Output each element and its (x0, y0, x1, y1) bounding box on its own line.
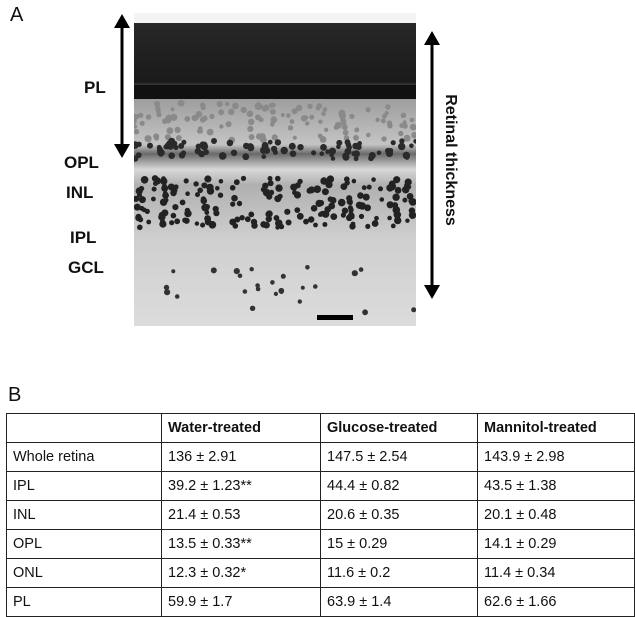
table-row: Whole retina 136 ± 2.91 147.5 ± 2.54 143… (6, 442, 635, 472)
table-cell: 63.9 ± 1.4 (320, 587, 478, 617)
table-header-cell: Mannitol-treated (477, 413, 635, 443)
table-cell: 143.9 ± 2.98 (477, 442, 635, 472)
table-cell: 62.6 ± 1.66 (477, 587, 635, 617)
table-cell: OPL (6, 529, 162, 559)
retinal-thickness-table: Water-treated Glucose-treated Mannitol-t… (6, 413, 635, 617)
table-row: IPL 39.2 ± 1.23** 44.4 ± 0.82 43.5 ± 1.3… (6, 471, 635, 501)
table-cell: 13.5 ± 0.33** (161, 529, 321, 559)
table-cell: 44.4 ± 0.82 (320, 471, 478, 501)
table-cell: 43.5 ± 1.38 (477, 471, 635, 501)
table-cell: 147.5 ± 2.54 (320, 442, 478, 472)
table-cell: Whole retina (6, 442, 162, 472)
table-row: PL 59.9 ± 1.7 63.9 ± 1.4 62.6 ± 1.66 (6, 587, 635, 617)
table-cell: 14.1 ± 0.29 (477, 529, 635, 559)
pl-span-arrow-head-up (114, 14, 130, 28)
table-cell: 20.1 ± 0.48 (477, 500, 635, 530)
panel-a-letter: A (10, 4, 24, 26)
table-cell: 136 ± 2.91 (161, 442, 321, 472)
table-cell: 12.3 ± 0.32* (161, 558, 321, 588)
table-header-cell: Glucose-treated (320, 413, 478, 443)
table-cell: ONL (6, 558, 162, 588)
retina-micrograph (134, 13, 416, 326)
pl-span-arrow-head-down (114, 144, 130, 158)
table-header-cell (6, 413, 162, 443)
table-cell: INL (6, 500, 162, 530)
table-cell: 11.4 ± 0.34 (477, 558, 635, 588)
table-cell: 39.2 ± 1.23** (161, 471, 321, 501)
retinal-thickness-arrow-head-up (424, 31, 440, 45)
table-header-cell: Water-treated (161, 413, 321, 443)
table-cell: PL (6, 587, 162, 617)
table-cell: IPL (6, 471, 162, 501)
table-cell: 21.4 ± 0.53 (161, 500, 321, 530)
scale-bar (317, 315, 353, 320)
table-cell: 59.9 ± 1.7 (161, 587, 321, 617)
table-cell: 15 ± 0.29 (320, 529, 478, 559)
layer-label-inl: INL (66, 183, 94, 202)
table-cell: 20.6 ± 0.35 (320, 500, 478, 530)
table-row: INL 21.4 ± 0.53 20.6 ± 0.35 20.1 ± 0.48 (6, 500, 635, 530)
table-header-row: Water-treated Glucose-treated Mannitol-t… (6, 413, 635, 443)
panel-b-letter: B (8, 384, 22, 406)
layer-label-gcl: GCL (68, 258, 104, 277)
retinal-thickness-arrow-head-down (424, 285, 440, 299)
table-row: ONL 12.3 ± 0.32* 11.6 ± 0.2 11.4 ± 0.34 (6, 558, 635, 588)
layer-label-ipl: IPL (70, 228, 97, 247)
table-cell: 11.6 ± 0.2 (320, 558, 478, 588)
retinal-thickness-label: Retinal thickness (442, 94, 459, 226)
table-row: OPL 13.5 ± 0.33** 15 ± 0.29 14.1 ± 0.29 (6, 529, 635, 559)
layer-label-pl: PL (84, 78, 106, 97)
layer-label-opl: OPL (64, 153, 99, 172)
